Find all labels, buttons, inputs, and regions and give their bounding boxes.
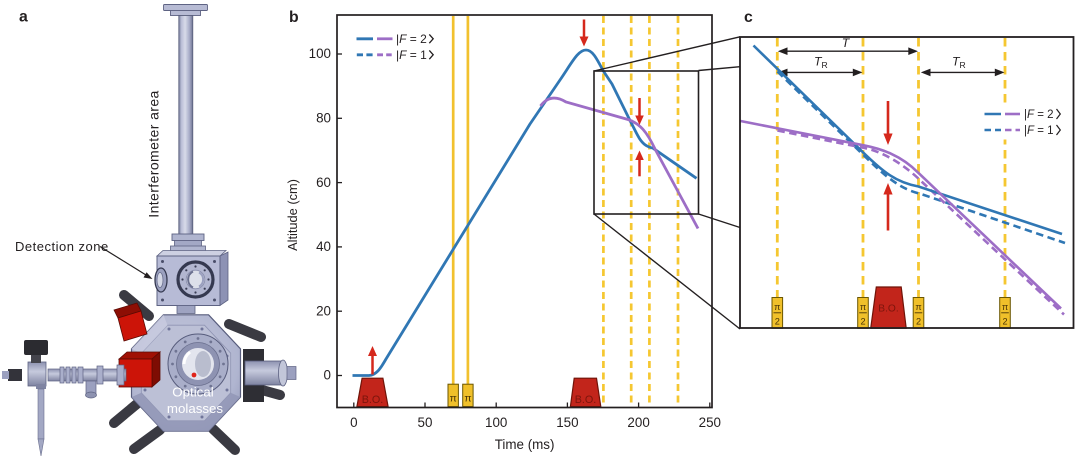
svg-text:100: 100 <box>485 415 507 430</box>
svg-text:150: 150 <box>556 415 578 430</box>
svg-text:B.O.: B.O. <box>878 304 898 315</box>
svg-text:Interferometer area: Interferometer area <box>146 90 162 217</box>
svg-text:π: π <box>774 302 780 312</box>
svg-text:Altitude (cm): Altitude (cm) <box>285 179 300 251</box>
svg-text:Optical: Optical <box>172 385 213 400</box>
svg-text:2: 2 <box>775 317 780 327</box>
svg-text:|F = 1: |F = 1 <box>396 48 427 62</box>
svg-text:|F = 2: |F = 2 <box>1024 109 1054 121</box>
svg-text:π: π <box>450 393 457 405</box>
svg-text:2: 2 <box>860 317 865 327</box>
svg-text:TR: TR <box>814 55 828 70</box>
svg-text:c: c <box>744 9 753 26</box>
svg-text:2: 2 <box>1002 317 1007 327</box>
svg-text:Detection zone: Detection zone <box>15 239 109 254</box>
svg-text:a: a <box>19 9 28 26</box>
svg-text:Time (ms): Time (ms) <box>495 437 555 452</box>
svg-text:b: b <box>289 9 299 26</box>
svg-text:0: 0 <box>350 415 357 430</box>
svg-text:π: π <box>1002 302 1008 312</box>
svg-text:80: 80 <box>316 111 331 126</box>
svg-text:20: 20 <box>316 303 331 318</box>
svg-text:60: 60 <box>316 175 331 190</box>
svg-text:T: T <box>842 36 851 50</box>
svg-text:0: 0 <box>324 368 331 383</box>
svg-text:|F = 1: |F = 1 <box>1024 125 1054 137</box>
svg-text:50: 50 <box>418 415 433 430</box>
svg-text:π: π <box>915 302 921 312</box>
svg-text:250: 250 <box>699 415 721 430</box>
svg-text:B.O.: B.O. <box>575 394 597 406</box>
svg-text:|F = 2: |F = 2 <box>396 32 427 46</box>
svg-text:π: π <box>860 302 866 312</box>
svg-text:TR: TR <box>952 55 966 70</box>
svg-text:2: 2 <box>916 317 921 327</box>
svg-text:B.O.: B.O. <box>362 394 384 406</box>
svg-text:40: 40 <box>316 239 331 254</box>
svg-text:molasses: molasses <box>167 401 224 416</box>
svg-text:100: 100 <box>309 46 331 61</box>
svg-text:π: π <box>464 393 471 405</box>
svg-text:200: 200 <box>627 415 649 430</box>
